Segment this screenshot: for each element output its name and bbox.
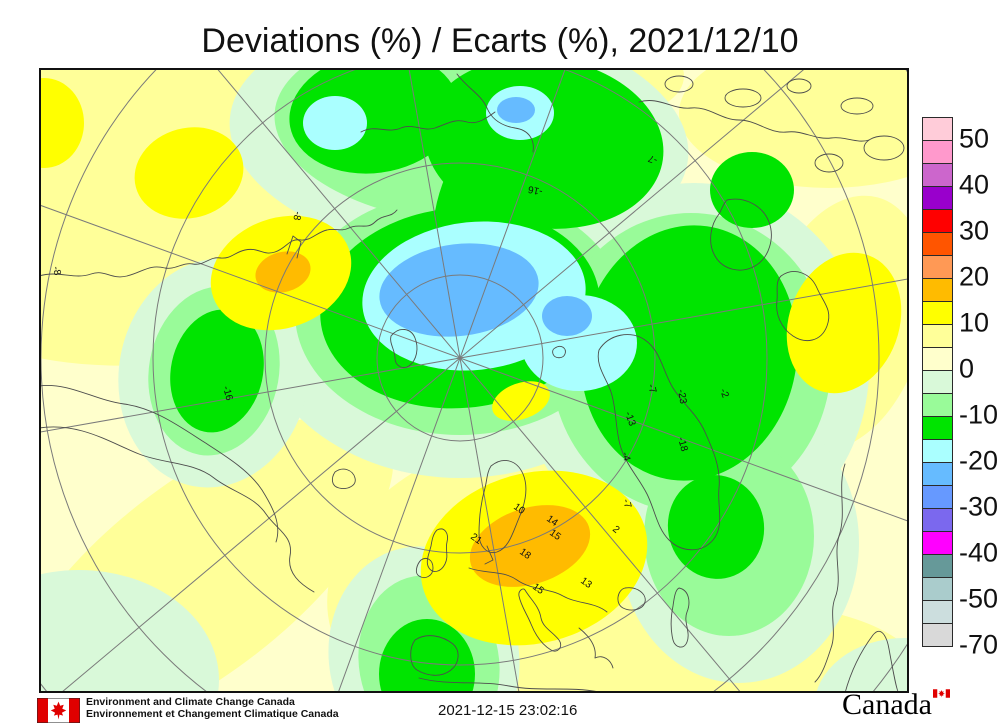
canada-flag-icon — [37, 698, 80, 723]
agency-name-fr: Environnement et Changement Climatique C… — [86, 707, 339, 720]
colorbar-tick-label: 30 — [959, 215, 990, 246]
colorbar — [922, 117, 953, 647]
generation-timestamp: 2021-12-15 23:02:16 — [438, 702, 578, 719]
colorbar-tick-label: -40 — [959, 537, 999, 568]
colorbar-swatch — [922, 301, 953, 325]
contour-label: -7 — [646, 152, 659, 166]
colorbar-swatch — [922, 508, 953, 532]
agency-name-en: Environment and Climate Change Canada — [86, 696, 295, 708]
colorbar-swatch — [922, 416, 953, 440]
colorbar-swatch — [922, 278, 953, 302]
colorbar-tick-label: 50 — [959, 123, 990, 154]
contour-label: -16 — [527, 183, 544, 197]
page-title: Deviations (%) / Ecarts (%), 2021/12/10 — [201, 22, 799, 60]
coastlines — [39, 73, 905, 693]
contour-label: -8 — [290, 210, 302, 221]
wordmark-flag-icon — [933, 689, 950, 698]
colorbar-swatch — [922, 485, 953, 509]
colorbar-tick-label: 40 — [959, 169, 990, 200]
colorbar-tick-label: 0 — [959, 353, 975, 384]
colorbar-swatch — [922, 347, 953, 371]
map-frame — [39, 68, 909, 693]
contour-label: -2 — [717, 387, 731, 400]
agency-attribution: Environment and Climate Change Canada En… — [86, 696, 339, 720]
contour-label: 2 — [610, 524, 622, 536]
contour-label: -8 — [50, 266, 62, 277]
colorbar-swatch — [922, 186, 953, 210]
fill-sky-blue — [379, 97, 592, 337]
colorbar-swatch — [922, 462, 953, 486]
colorbar-swatch — [922, 255, 953, 279]
contour-labels: -16-7-8-8-16 -7 -23-13-18-4-2-721014152118… — [50, 152, 731, 597]
colorbar-swatch — [922, 209, 953, 233]
contour-label: -7 — [645, 383, 658, 395]
colorbar-swatch — [922, 324, 953, 348]
colorbar-swatch — [922, 232, 953, 256]
colorbar-tick-label: 20 — [959, 261, 990, 292]
anomaly-map: -16-7-8-8-16 -7 -23-13-18-4-2-721014152118… — [39, 68, 909, 693]
colorbar-swatch — [922, 163, 953, 187]
colorbar-swatch — [922, 554, 953, 578]
colorbar-tick-label: -70 — [959, 629, 999, 660]
colorbar-tick-label: -10 — [959, 399, 999, 430]
colorbar-tick-label: -50 — [959, 583, 999, 614]
canada-wordmark: Canada — [842, 688, 982, 724]
contour-label: -18 — [675, 436, 689, 453]
colorbar-swatch — [922, 623, 953, 647]
colorbar-swatch — [922, 370, 953, 394]
contour-label: -16 — [220, 385, 234, 402]
colorbar-swatch — [922, 117, 953, 141]
colorbar-swatch — [922, 439, 953, 463]
colorbar-tick-label: -20 — [959, 445, 999, 476]
contour-label: -13 — [622, 410, 637, 428]
colorbar-tick-label: 10 — [959, 307, 990, 338]
contour-label: -7 — [620, 498, 633, 510]
colorbar-swatch — [922, 140, 953, 164]
contour-label: -4 — [619, 451, 632, 463]
colorbar-swatch — [922, 600, 953, 624]
colorbar-swatch — [922, 393, 953, 417]
colorbar-tick-label: -30 — [959, 491, 999, 522]
contour-label: -23 — [675, 389, 688, 406]
colorbar-swatch — [922, 577, 953, 601]
colorbar-swatch — [922, 531, 953, 555]
wordmark-text: Canada — [842, 688, 932, 721]
